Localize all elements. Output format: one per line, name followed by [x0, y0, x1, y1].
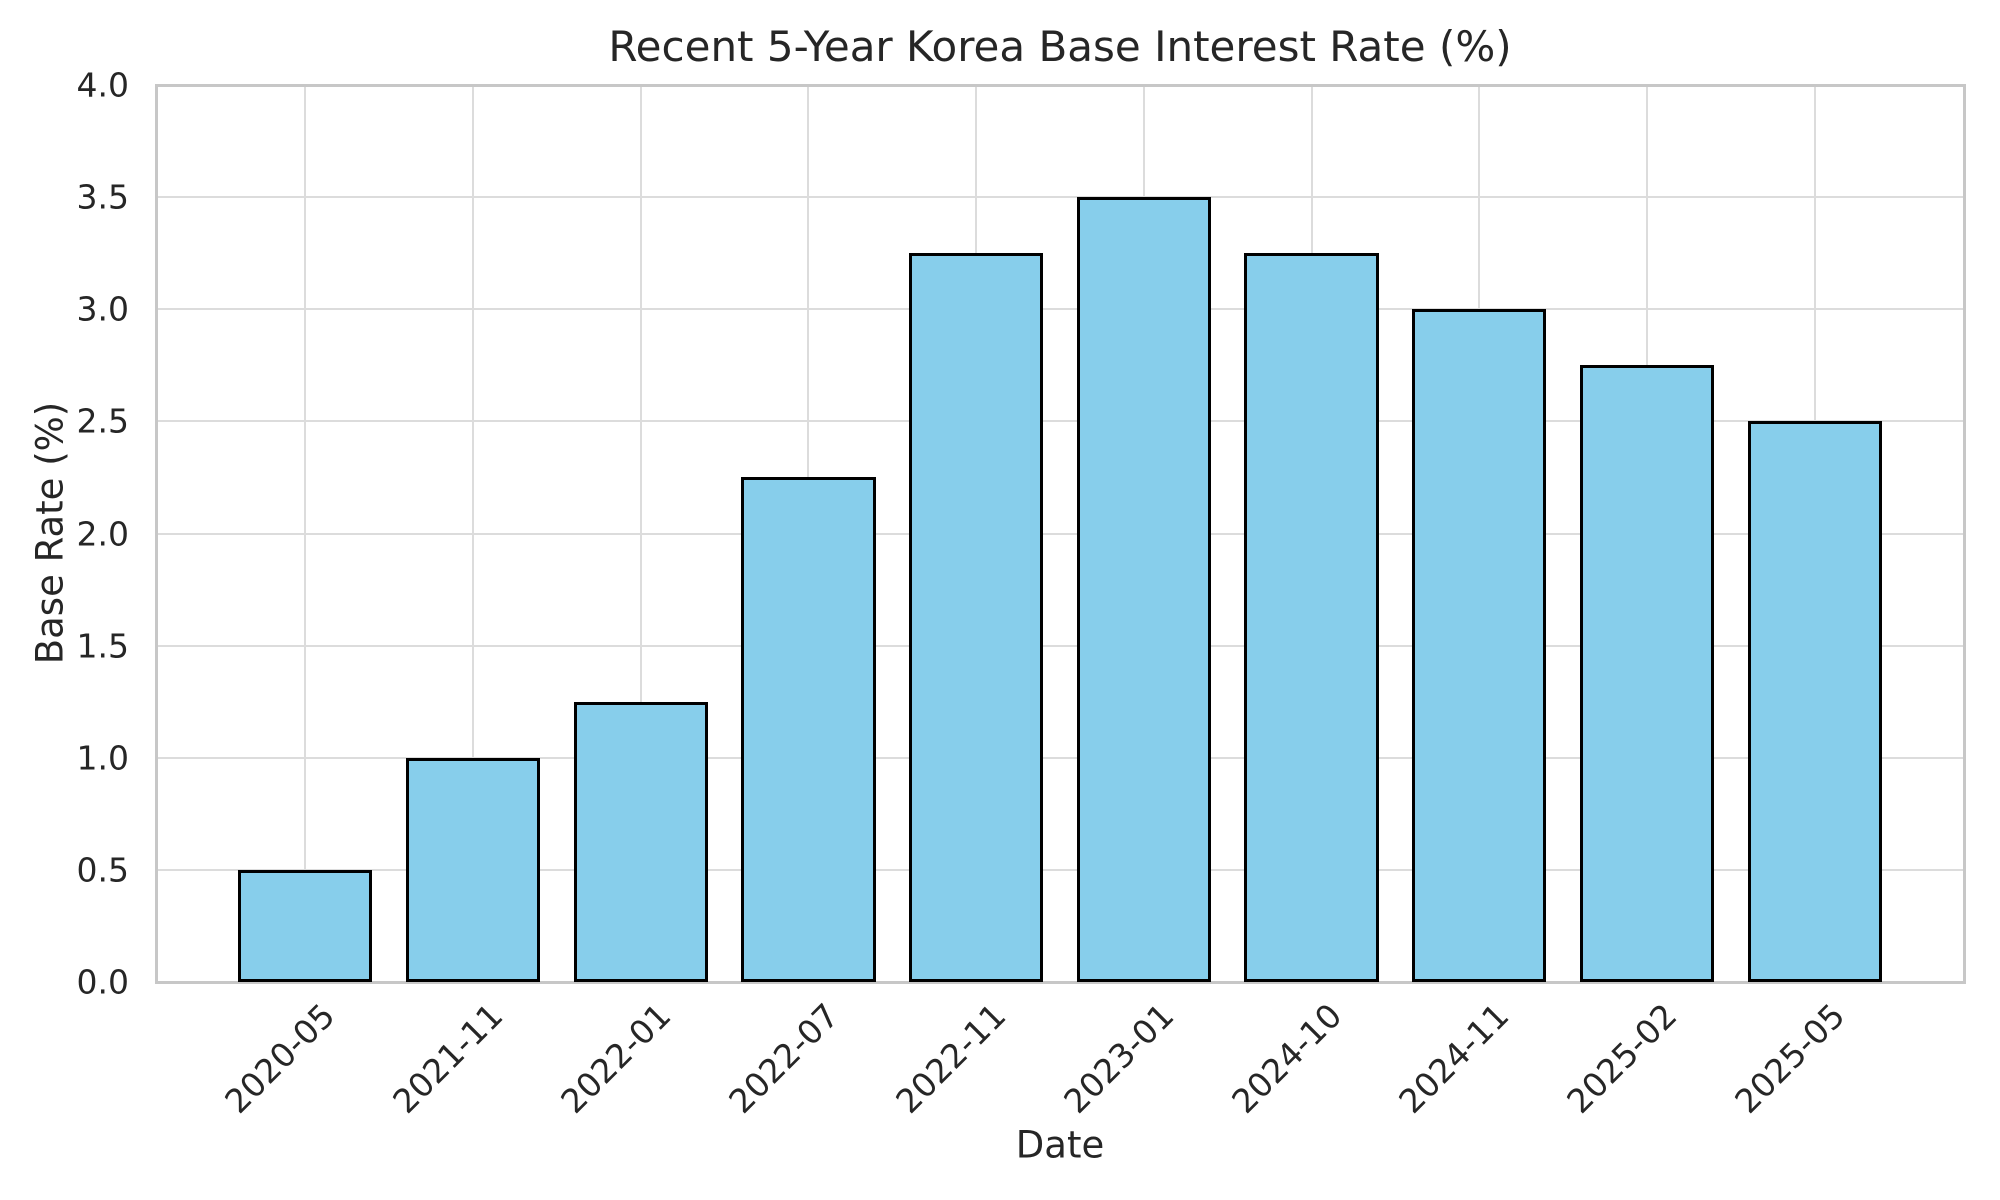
bar-2024-11 — [1412, 309, 1547, 982]
h-gridline — [156, 308, 1964, 311]
bar-2025-02 — [1579, 365, 1715, 982]
y-tick-label: 2.0 — [76, 514, 129, 553]
v-gridline — [471, 85, 474, 982]
y-axis-spine — [155, 85, 158, 982]
bar-2025-05 — [1747, 421, 1882, 982]
x-tick-label: 2022-07 — [720, 995, 846, 1121]
v-gridline — [639, 85, 642, 982]
y-tick-label: 2.5 — [76, 401, 129, 441]
x-tick-label: 2023-01 — [1056, 995, 1182, 1121]
bar-2022-11 — [909, 253, 1044, 982]
y-tick-label: 3.5 — [76, 177, 129, 217]
h-gridline — [156, 196, 1964, 199]
plot-area: 0.0 0.5 1.0 1.5 2.0 2.5 3.0 3.5 4.0 2020-05 2021-1… — [77, 69, 1966, 1121]
chart-title: Recent 5-Year Korea Base Interest Rate (… — [608, 22, 1512, 71]
bar-2024-10 — [1244, 253, 1379, 982]
y-axis-label: Base Rate (%) — [28, 401, 72, 665]
y-tick-label: 4.0 — [76, 65, 129, 105]
h-gridline — [156, 756, 1964, 759]
x-tick-label: 2021-11 — [385, 995, 511, 1121]
y-tick-label: 3.0 — [76, 289, 129, 329]
y-tick-label: 0.5 — [76, 850, 129, 890]
x-tick-label: 2024-10 — [1223, 995, 1350, 1121]
x-tick-label: 2022-11 — [888, 995, 1014, 1121]
top-spine — [155, 84, 1966, 87]
x-axis-spine — [155, 981, 1966, 984]
x-tick-label: 2020-05 — [217, 995, 343, 1121]
x-tick-label: 2025-02 — [1559, 995, 1685, 1121]
x-tick-label: 2022-01 — [553, 995, 679, 1121]
bar-2022-07 — [741, 477, 876, 982]
y-tick-label: 1.0 — [76, 738, 129, 778]
h-gridline — [156, 532, 1964, 535]
bar-2022-01 — [573, 701, 708, 982]
bar-2023-01 — [1076, 197, 1211, 982]
h-gridline — [156, 644, 1964, 647]
h-gridline — [156, 868, 1964, 871]
right-spine — [1963, 85, 1966, 982]
v-gridline — [304, 85, 307, 982]
h-gridline — [156, 420, 1964, 423]
x-axis-label: Date — [1015, 1123, 1105, 1167]
bar-2021-11 — [405, 757, 541, 982]
y-tick-label: 0.0 — [76, 962, 129, 1002]
y-tick-label: 1.5 — [76, 626, 129, 666]
x-tick-label: 2025-05 — [1727, 995, 1853, 1121]
x-tick-label: 2024-11 — [1391, 995, 1517, 1121]
bar-2020-05 — [238, 869, 373, 982]
